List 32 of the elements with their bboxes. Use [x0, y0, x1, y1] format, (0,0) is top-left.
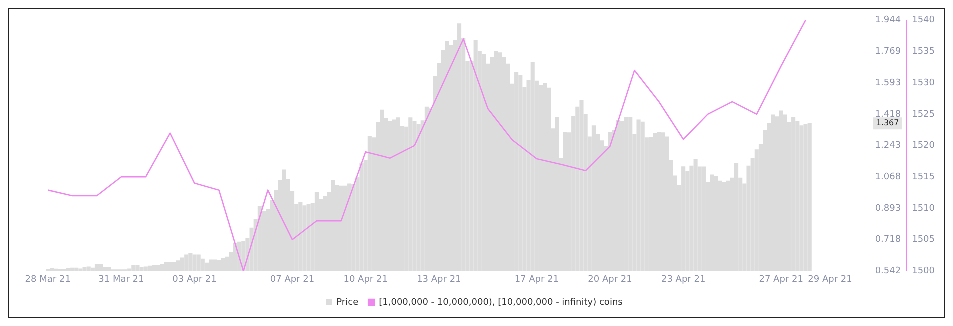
y2-tick-label: 1540	[912, 16, 936, 26]
y2-tick-label: 1520	[912, 141, 936, 152]
y-tick-label: 1.593	[875, 78, 902, 89]
y2-tick-label: 1505	[912, 235, 935, 246]
y2-tick-label: 1510	[912, 204, 936, 214]
x-tick-label: 31 Mar 21	[98, 274, 144, 285]
legend-label: [1,000,000 - 10,000,000), [10,000,000 - infinity) coins	[379, 298, 624, 308]
y-tick-label: 1.068	[875, 172, 902, 182]
x-tick-label: 17 Apr 21	[514, 274, 560, 285]
y-tick-label: 1.243	[875, 141, 902, 152]
x-tick-label: 29 Apr 21	[808, 274, 852, 285]
y2-tick-label: 1525	[912, 110, 935, 120]
x-tick-label: 20 Apr 21	[588, 274, 632, 285]
y-tick-label: 1.944	[875, 16, 902, 26]
x-tick-label: 13 Apr 21	[417, 274, 462, 285]
y-tick-label: 0.718	[875, 235, 902, 246]
y2-tick-label: 1535	[912, 47, 935, 58]
x-tick-label: 07 Apr 21	[270, 274, 315, 285]
x-tick-label: 23 Apr 21	[661, 274, 706, 285]
x-tick-label: 10 Apr 21	[344, 274, 388, 285]
y-tick-label: 1.769	[875, 47, 902, 58]
x-tick-label: 28 Mar 21	[25, 274, 71, 285]
y2-tick-label: 1515	[912, 172, 935, 182]
legend-label: Price	[336, 298, 360, 308]
y-tick-label: 0.542	[875, 266, 902, 277]
x-tick-label: 03 Apr 21	[172, 274, 217, 285]
text: 1.367	[876, 118, 900, 128]
y-tick-label: 0.893	[875, 204, 902, 214]
y2-tick-label: 1500	[912, 266, 936, 277]
x-tick-label: 27 Apr 21	[759, 274, 804, 285]
y-tick-label: 1.418	[875, 110, 902, 120]
y2-tick-label: 1530	[912, 78, 936, 88]
